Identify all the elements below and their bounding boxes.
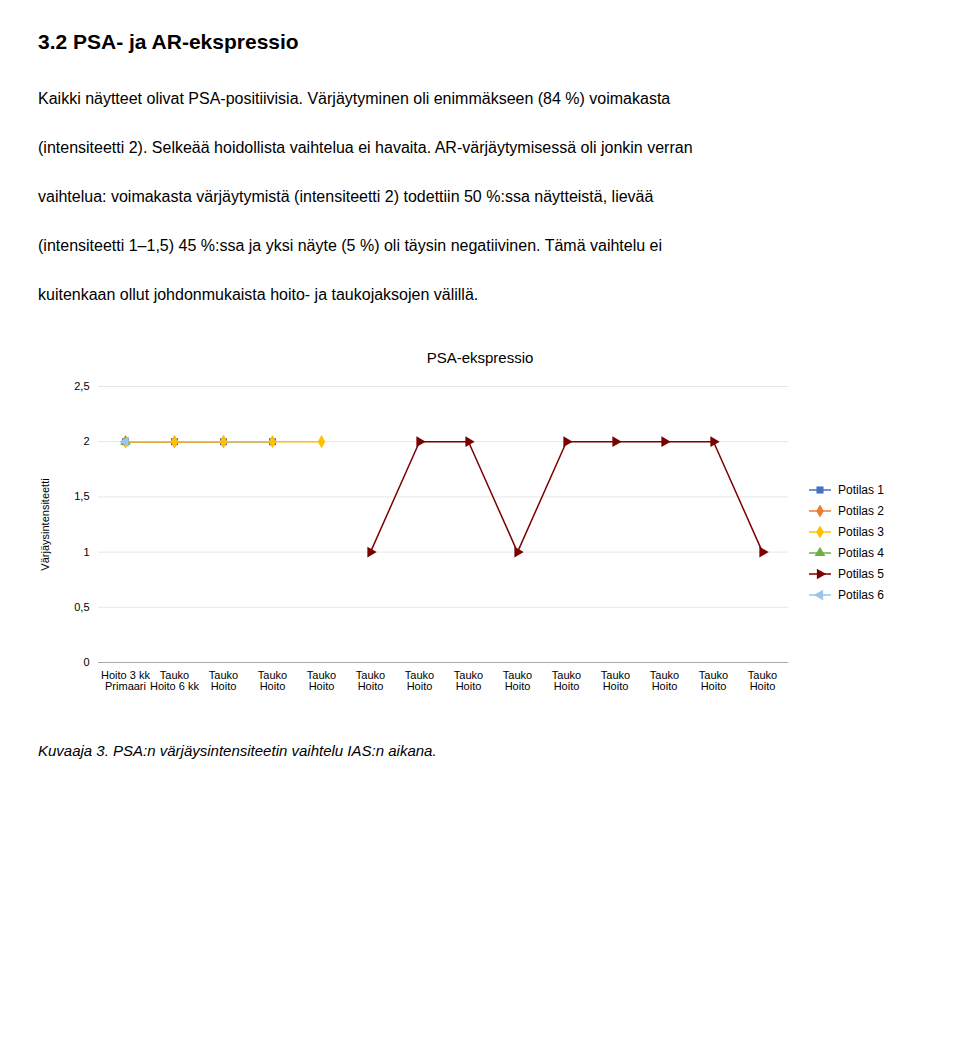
svg-text:Hoito 3 kkPrimaari: Hoito 3 kkPrimaari [101,669,150,692]
html-text:Potilas 2: Potilas 2 [838,503,884,518]
svg-text:TaukoHoito: TaukoHoito [356,669,385,692]
svg-text:TaukoHoito: TaukoHoito [258,669,287,692]
html-text:Kaikki näytteet olivat PSA-pos: Kaikki näytteet olivat PSA-positiivisia.… [38,90,671,107]
html-text:3.2 PSA- ja AR-ekspressio: 3.2 PSA- ja AR-ekspressio [38,30,299,53]
svg-text:2,5: 2,5 [74,380,89,392]
html-text:Potilas 5: Potilas 5 [838,566,884,581]
svg-text:TaukoHoito: TaukoHoito [405,669,434,692]
html-text:Potilas 6: Potilas 6 [838,587,884,602]
html-text:(intensiteetti 2). Selkeää hoi: (intensiteetti 2). Selkeää hoidollista v… [38,139,693,156]
html-text:Kuvaaja 3. PSA:n värjäysintens: Kuvaaja 3. PSA:n värjäysintensiteetin va… [38,742,437,759]
svg-text:TaukoHoito: TaukoHoito [307,669,336,692]
html-text:PSA-ekspressio: PSA-ekspressio [426,349,534,366]
svg-text:1: 1 [83,546,89,558]
html-text:kuitenkaan ollut johdonmukaist: kuitenkaan ollut johdonmukaista hoito- j… [38,286,479,303]
svg-text:2: 2 [83,435,89,447]
svg-text:0: 0 [83,656,89,668]
html-text:Potilas 4: Potilas 4 [838,545,884,560]
svg-text:TaukoHoito: TaukoHoito [454,669,483,692]
svg-text:TaukoHoito: TaukoHoito [748,669,777,692]
html-text:Potilas 1: Potilas 1 [838,482,884,497]
svg-text:0,5: 0,5 [74,601,89,613]
html-text:vaihtelua: voimakasta värjäyty: vaihtelua: voimakasta värjäytymistä (int… [38,188,654,205]
svg-text:TaukoHoito 6 kk: TaukoHoito 6 kk [150,669,199,692]
svg-text:TaukoHoito: TaukoHoito [650,669,679,692]
html-text:(intensiteetti 1–1,5) 45 %:ssa: (intensiteetti 1–1,5) 45 %:ssa ja yksi n… [38,237,662,254]
html-text:Potilas 3: Potilas 3 [838,524,884,539]
svg-text:Värjäysintensiteetti: Värjäysintensiteetti [39,478,51,570]
svg-text:1,5: 1,5 [74,490,89,502]
svg-text:TaukoHoito: TaukoHoito [601,669,630,692]
svg-text:TaukoHoito: TaukoHoito [209,669,238,692]
svg-text:TaukoHoito: TaukoHoito [552,669,581,692]
svg-text:TaukoHoito: TaukoHoito [503,669,532,692]
svg-text:TaukoHoito: TaukoHoito [699,669,728,692]
